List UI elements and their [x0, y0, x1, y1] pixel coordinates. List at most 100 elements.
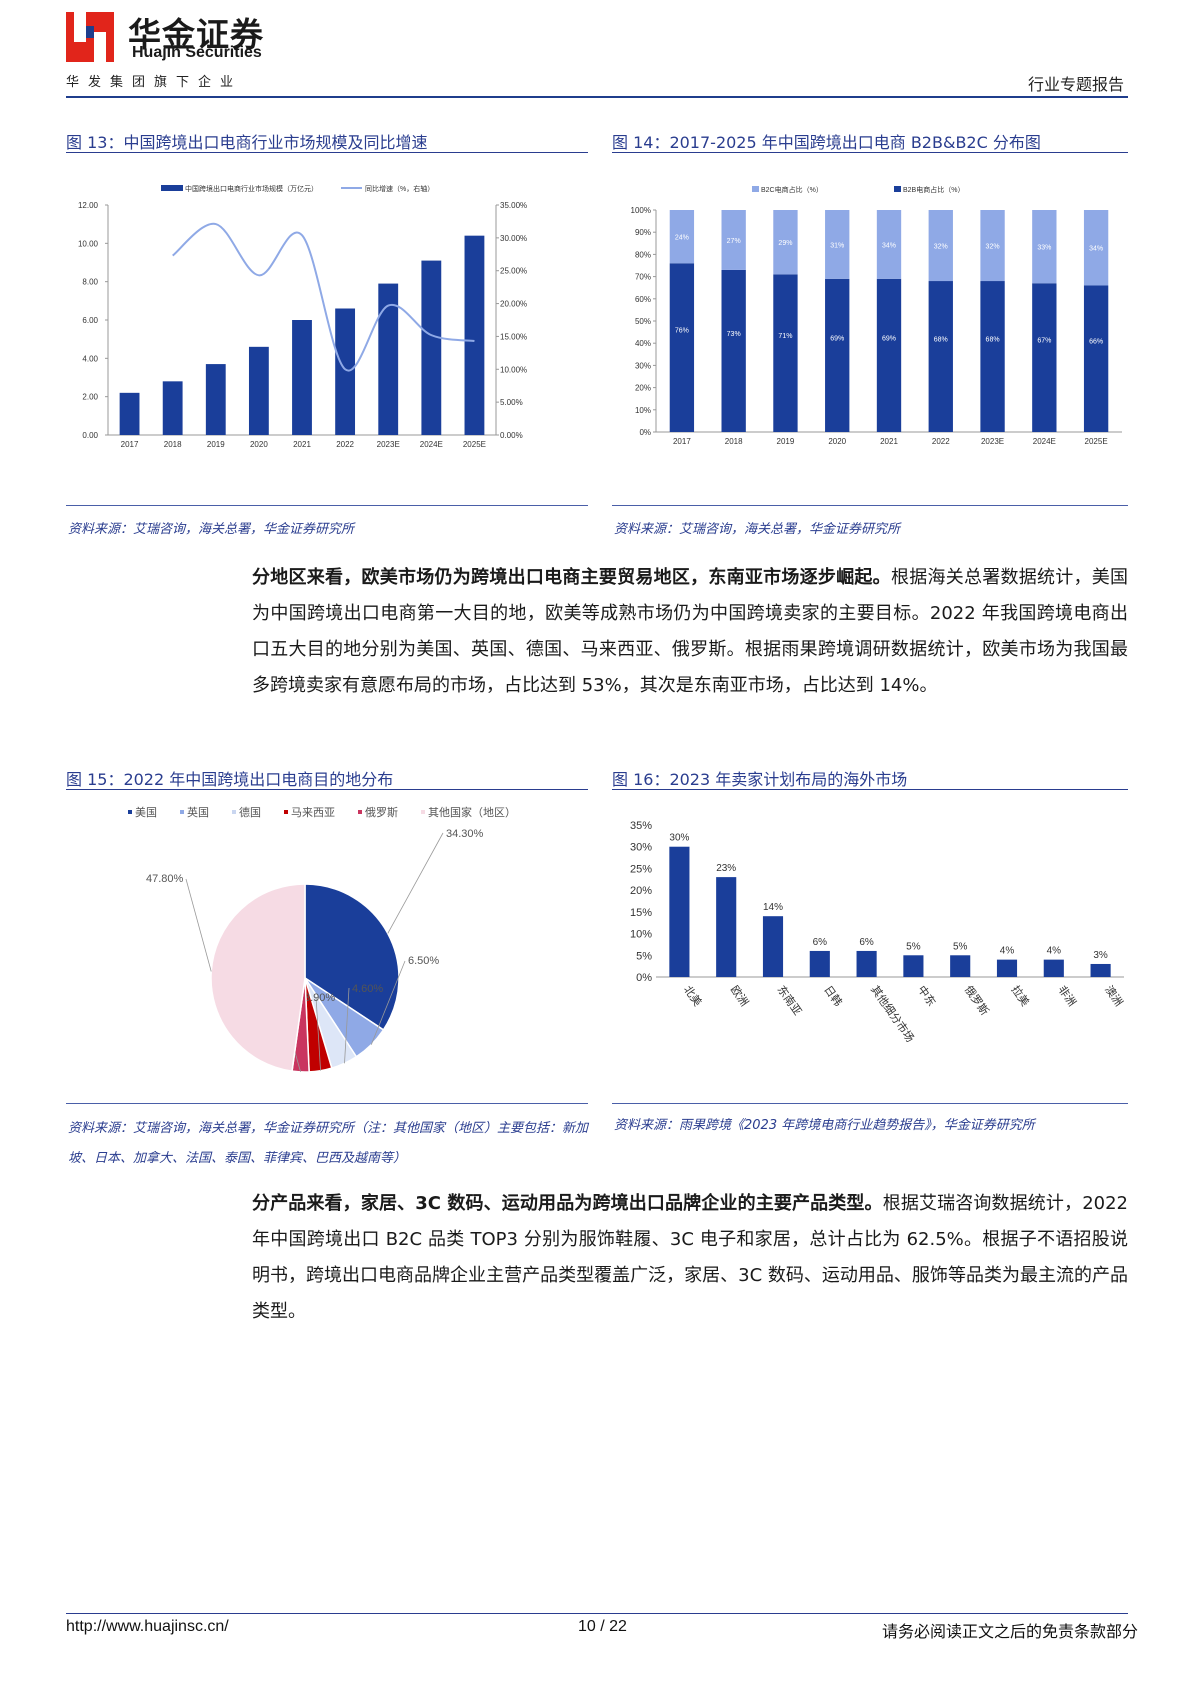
fig13-y-tick-label: 8.00 — [82, 278, 98, 287]
fig14-b2c-value-label: 34% — [882, 242, 896, 249]
fig13-bar — [119, 392, 140, 435]
fig14-b2b-value-label: 67% — [1037, 338, 1051, 345]
fig16-x-tick-label: 欧洲 — [728, 983, 751, 1008]
fig14-b2b-bar — [1032, 283, 1057, 432]
fig16-bar — [996, 959, 1018, 977]
fig13-x-tick-label: 2025E — [463, 440, 486, 449]
fig15-legend-swatch — [128, 810, 132, 814]
fig16-x-tick-label: 中东 — [915, 983, 938, 1008]
fig15-legend-label: 其他国家（地区） — [428, 805, 516, 819]
header-divider — [66, 96, 1128, 98]
fig16-source: 资料来源：雨果跨境《2023 年跨境电商行业趋势报告》，华金证券研究所 — [614, 1118, 1035, 1133]
fig16-value-label: 30% — [669, 833, 689, 844]
fig15-value-label: 6.50% — [408, 955, 439, 967]
logo-english-name: Huajin Securities — [132, 44, 262, 61]
fig14-b2b-bar — [928, 281, 953, 432]
fig16-value-label: 14% — [763, 902, 783, 913]
fig14-b2c-value-label: 29% — [778, 240, 792, 247]
fig15-legend-swatch — [284, 810, 288, 814]
fig15-title-rule — [66, 789, 588, 790]
fig13-y-tick-label: 2.00 — [82, 393, 98, 402]
fig13-bar — [248, 346, 269, 435]
fig14-y-tick-label: 90% — [635, 228, 651, 237]
fig14-b2b-value-label: 68% — [934, 337, 948, 344]
fig16-bar — [1043, 959, 1064, 977]
fig13-y2-tick-label: 30.00% — [500, 234, 527, 243]
fig16-x-tick-label: 澳洲 — [1102, 983, 1125, 1008]
fig16-bar — [809, 950, 830, 977]
fig15-leader-line — [387, 832, 444, 934]
fig14-b2b-value-label: 68% — [986, 337, 1000, 344]
fig14-b2b-bar — [773, 274, 798, 432]
fig13-bar — [378, 283, 399, 435]
fig16-y-tick-label: 30% — [630, 842, 652, 854]
fig16-bar — [903, 955, 924, 977]
fig13-y-tick-label: 10.00 — [78, 239, 99, 248]
fig13-y-tick-label: 12.00 — [78, 201, 99, 210]
fig14-x-tick-label: 2018 — [725, 437, 743, 446]
logo-chinese-name: 华金证券 — [128, 15, 264, 54]
fig16-value-label: 3% — [1093, 950, 1108, 961]
fig14-b2c-value-label: 31% — [830, 242, 844, 249]
fig14-b2b-bar — [1083, 285, 1109, 432]
fig14-b2c-bar — [825, 210, 850, 279]
paragraph-products-text: 根据艾瑞咨询数据统计，2022 年中国跨境出口 B2C 品类 TOP3 分别为服… — [252, 1193, 1129, 1322]
fig13-title: 图 13：中国跨境出口电商行业市场规模及同比增速 — [66, 133, 428, 152]
fig15-legend-swatch — [421, 810, 425, 814]
fig14-b2b-value-label: 76% — [675, 328, 689, 335]
fig13-x-tick-label: 2021 — [293, 440, 311, 449]
fig14-y-tick-label: 40% — [635, 339, 651, 348]
fig14-b2c-bar — [1083, 210, 1109, 286]
paragraph-products-lead: 分产品来看，家居、3C 数码、运动用品为跨境出口品牌企业的主要产品类型。 — [252, 1193, 883, 1214]
fig14-legend-b2c-label: B2C电商占比（%） — [761, 185, 823, 194]
fig14-y-tick-label: 70% — [635, 273, 651, 282]
fig13-x-tick-label: 2024E — [420, 440, 443, 449]
fig15-legend-label: 英国 — [187, 805, 209, 819]
fig13-y2-tick-label: 10.00% — [500, 365, 527, 374]
fig13-title-rule — [66, 152, 588, 153]
fig14-x-tick-label: 2022 — [932, 437, 950, 446]
fig16-chart: 0% 5% 10% 15% 20% 25% 30% 35% 30% 北美 23% 欧洲 14% 东南亚 6%… — [630, 820, 1125, 1045]
fig14-b2b-value-label: 71% — [778, 333, 792, 340]
fig13-bar — [292, 320, 312, 435]
fig14-b2c-bar — [980, 210, 1005, 282]
fig14-b2c-value-label: 32% — [934, 244, 948, 251]
fig14-y-tick-label: 10% — [635, 406, 651, 415]
fig16-x-tick-label: 拉美 — [1009, 983, 1033, 1009]
fig14-y-tick-label: 80% — [635, 250, 651, 259]
fig13-y2-tick-label: 25.00% — [500, 267, 527, 276]
fig14-x-tick-label: 2025E — [1085, 437, 1108, 446]
fig14-y-tick-label: 100% — [631, 206, 651, 215]
fig14-legend-b2b-swatch — [894, 186, 901, 192]
fig15-legend-label: 马来西亚 — [291, 806, 335, 819]
footer-website-link[interactable]: http://www.huajinsc.cn/ — [66, 1618, 229, 1635]
fig14-legend-b2b-label: B2B电商占比（%） — [903, 185, 964, 194]
fig16-bar — [950, 955, 971, 977]
fig13-chart: 中国跨境出口电商行业市场规模（万亿元） 同比增速（%，右轴） 0.00 2.00 4.0… — [78, 184, 527, 449]
fig13-bottom-rule — [66, 505, 588, 506]
fig15-legend-label: 俄罗斯 — [365, 806, 398, 819]
fig14-b2c-value-label: 27% — [727, 238, 741, 245]
fig14-b2b-value-label: 73% — [727, 331, 741, 338]
fig16-value-label: 23% — [716, 863, 736, 874]
fig14-b2b-bar — [980, 281, 1005, 432]
fig14-b2b-bar — [669, 263, 695, 432]
fig15-leader-line — [344, 987, 350, 1064]
footer-disclaimer-note: 请务必阅读正文之后的免责条款部分 — [881, 1622, 1138, 1641]
fig16-bottom-rule — [612, 1103, 1128, 1104]
fig13-y2-tick-label: 0.00% — [500, 431, 523, 440]
paragraph-regions-lead: 分地区来看，欧美市场仍为跨境出口电商主要贸易地区，东南亚市场逐步崛起。 — [252, 567, 891, 588]
fig16-bar — [669, 846, 690, 977]
fig13-bar — [464, 235, 485, 435]
fig15-leader-line — [315, 996, 321, 1071]
fig13-y2-tick-label: 35.00% — [500, 201, 527, 210]
fig13-bar — [421, 260, 442, 435]
fig14-b2c-value-label: 32% — [986, 244, 1000, 251]
fig13-legend-bar-label: 中国跨境出口电商行业市场规模（万亿元） — [185, 184, 318, 193]
fig14-b2c-bar — [876, 210, 902, 279]
fig13-y-tick-label: 6.00 — [82, 316, 98, 325]
fig14-b2c-bar — [1032, 210, 1057, 284]
fig16-value-label: 4% — [1000, 946, 1015, 957]
fig14-bottom-rule — [612, 505, 1128, 506]
fig14-b2b-value-label: 69% — [830, 335, 844, 342]
